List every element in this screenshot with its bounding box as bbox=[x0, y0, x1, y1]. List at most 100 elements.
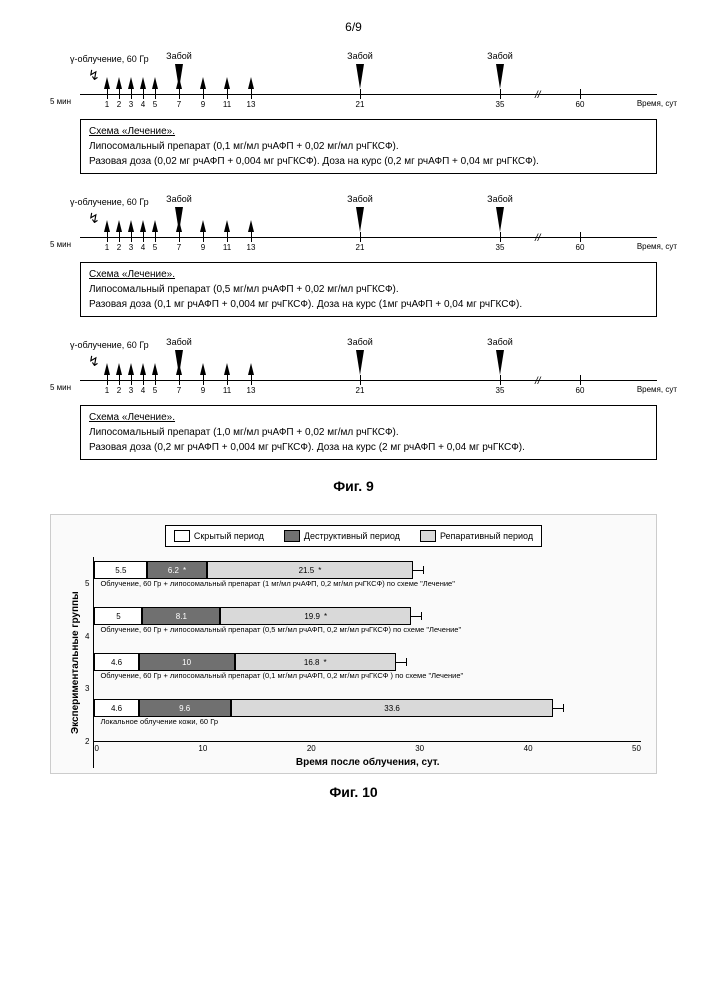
tick bbox=[251, 232, 252, 242]
bar-segment: 21.5* bbox=[207, 561, 413, 579]
bar-row-0: 5.56.2*21.5*Облучение, 60 Гр + липосомал… bbox=[94, 561, 641, 603]
bar-row-2: 4.61016.8*Облучение, 60 Гр + липосомальн… bbox=[94, 653, 641, 695]
legend-destructive: Деструктивный период bbox=[284, 530, 400, 542]
legend-box-destructive bbox=[284, 530, 300, 542]
zaboi-label: Забой bbox=[347, 51, 373, 61]
tick bbox=[131, 232, 132, 242]
tick bbox=[179, 89, 180, 99]
scheme-3: γ-облучение, 60 Гр↯5 мин1234579111321356… bbox=[30, 335, 677, 460]
tick-label: 9 bbox=[201, 243, 205, 252]
zaboi-label: Забой bbox=[347, 337, 373, 347]
arrow-up-icon bbox=[248, 77, 254, 89]
gamma-label: γ-облучение, 60 Гр bbox=[70, 340, 149, 350]
y-axis-label: Экспериментальные группы bbox=[66, 557, 85, 768]
tick-label: 3 bbox=[129, 243, 133, 252]
arrow-down-icon bbox=[175, 64, 183, 89]
tick bbox=[155, 375, 156, 385]
arrow-up-icon bbox=[140, 77, 146, 89]
tick bbox=[203, 232, 204, 242]
y-ticks: 5432 bbox=[85, 557, 93, 768]
tick-label: 13 bbox=[247, 100, 256, 109]
row-label: Локальное облучение кожи, 60 Гр bbox=[100, 717, 641, 726]
zaboi-label: Забой bbox=[487, 337, 513, 347]
tick-label: 11 bbox=[223, 100, 231, 109]
arrow-up-icon bbox=[200, 77, 206, 89]
time-axis-label: Время, сут bbox=[637, 385, 677, 394]
figure-10-chart: Скрытый период Деструктивный период Репа… bbox=[50, 514, 657, 774]
x-tick: 40 bbox=[524, 744, 533, 753]
tick bbox=[251, 375, 252, 385]
axis-break: // bbox=[535, 376, 541, 387]
row-label: Облучение, 60 Гр + липосомальный препара… bbox=[100, 579, 641, 588]
timeline-line bbox=[80, 380, 657, 381]
arrow-up-icon bbox=[248, 363, 254, 375]
bar-segment: 9.6 bbox=[139, 699, 231, 717]
legend: Скрытый период Деструктивный период Репа… bbox=[165, 525, 542, 547]
tick bbox=[580, 89, 581, 99]
time-axis-label: Время, сут bbox=[637, 99, 677, 108]
bar-segment: 8.1 bbox=[142, 607, 220, 625]
y-tick: 4 bbox=[85, 632, 89, 641]
row-label: Облучение, 60 Гр + липосомальный препара… bbox=[100, 625, 641, 634]
bars-area: 5.56.2*21.5*Облучение, 60 Гр + липосомал… bbox=[93, 557, 641, 768]
bar-stack: 5.56.2*21.5* bbox=[94, 561, 641, 579]
zaboi-label: Забой bbox=[347, 194, 373, 204]
scheme-2: γ-облучение, 60 Гр↯5 мин1234579111321356… bbox=[30, 192, 677, 317]
bar-segment: 6.2* bbox=[147, 561, 207, 579]
time-axis-label: Время, сут bbox=[637, 242, 677, 251]
bar-stack: 4.69.633.6 bbox=[94, 699, 641, 717]
tick-label: 60 bbox=[576, 386, 585, 395]
tick bbox=[227, 375, 228, 385]
tick bbox=[107, 375, 108, 385]
timeline-line bbox=[80, 237, 657, 238]
error-bar bbox=[410, 616, 422, 617]
x-tick: 50 bbox=[632, 744, 641, 753]
tick bbox=[143, 375, 144, 385]
tick bbox=[251, 89, 252, 99]
min-label: 5 мин bbox=[50, 240, 71, 249]
tick bbox=[179, 232, 180, 242]
tick bbox=[500, 232, 501, 242]
arrow-up-icon bbox=[116, 220, 122, 232]
tick bbox=[580, 232, 581, 242]
legend-label-reparative: Репаративный период bbox=[440, 531, 533, 541]
timeline: γ-облучение, 60 Гр↯5 мин1234579111321356… bbox=[80, 335, 677, 405]
bar-row-1: 58.119.9*Облучение, 60 Гр + липосомальны… bbox=[94, 607, 641, 649]
arrow-down-icon bbox=[175, 207, 183, 232]
legend-label-destructive: Деструктивный период bbox=[304, 531, 400, 541]
y-tick: 2 bbox=[85, 737, 89, 746]
error-bar bbox=[395, 662, 407, 663]
bar-segment: 4.6 bbox=[94, 699, 138, 717]
legend-reparative: Репаративный период bbox=[420, 530, 533, 542]
tick-label: 5 bbox=[153, 100, 157, 109]
arrow-up-icon bbox=[152, 363, 158, 375]
bar-segment: 5.5 bbox=[94, 561, 147, 579]
tick-label: 60 bbox=[576, 100, 585, 109]
scheme-box: Схема «Лечение».Липосомальный препарат (… bbox=[80, 405, 657, 460]
arrow-up-icon bbox=[224, 77, 230, 89]
x-axis-label: Время после облучения, сут. bbox=[94, 757, 641, 768]
arrow-up-icon bbox=[140, 220, 146, 232]
tick bbox=[143, 232, 144, 242]
tick-label: 5 bbox=[153, 243, 157, 252]
tick-label: 4 bbox=[141, 100, 145, 109]
fig10-caption: Фиг. 10 bbox=[30, 784, 677, 800]
arrow-up-icon bbox=[104, 77, 110, 89]
tick-label: 11 bbox=[223, 243, 231, 252]
tick bbox=[119, 375, 120, 385]
tick bbox=[131, 375, 132, 385]
arrow-down-icon bbox=[496, 350, 504, 375]
zaboi-label: Забой bbox=[166, 337, 192, 347]
arrow-up-icon bbox=[200, 220, 206, 232]
tick-label: 11 bbox=[223, 386, 231, 395]
tick bbox=[227, 232, 228, 242]
arrow-down-icon bbox=[496, 64, 504, 89]
tick-label: 1 bbox=[105, 100, 109, 109]
axis-break: // bbox=[535, 233, 541, 244]
tick-label: 7 bbox=[177, 243, 181, 252]
timeline: γ-облучение, 60 Гр↯5 мин1234579111321356… bbox=[80, 49, 677, 119]
arrow-down-icon bbox=[496, 207, 504, 232]
arrow-up-icon bbox=[128, 363, 134, 375]
bar-segment: 33.6 bbox=[231, 699, 554, 717]
tick-label: 2 bbox=[117, 386, 121, 395]
